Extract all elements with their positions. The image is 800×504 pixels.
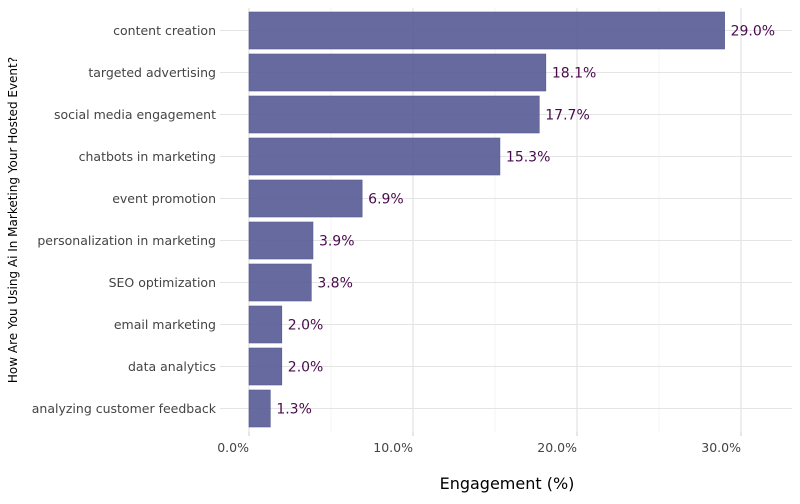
bar [248, 11, 725, 50]
bar [248, 179, 363, 218]
bar [248, 305, 283, 344]
bar [248, 95, 540, 134]
x-tick-label: 0.0% [217, 440, 249, 455]
data-label: 6.9% [368, 192, 404, 208]
x-tick-label: 20.0% [537, 440, 577, 455]
category-label: data analytics [128, 359, 216, 374]
bar [248, 137, 501, 176]
data-label: 2.0% [288, 360, 324, 376]
bar [248, 389, 271, 428]
category-label: targeted advertising [88, 65, 216, 80]
data-label: 15.3% [506, 150, 550, 166]
category-label: social media engagement [54, 107, 216, 122]
category-label: personalization in marketing [37, 233, 216, 248]
bar [248, 53, 547, 92]
data-label: 17.7% [545, 108, 589, 124]
bar [248, 263, 312, 302]
data-label: 3.8% [317, 276, 353, 292]
x-tick-label: 30.0% [701, 440, 741, 455]
data-label: 3.9% [319, 234, 355, 250]
category-label: SEO optimization [109, 275, 216, 290]
data-label: 2.0% [288, 318, 324, 334]
bar [248, 221, 314, 260]
y-axis-title: How Are You Using Ai In Marketing Your H… [6, 57, 20, 383]
x-axis-title: Engagement (%) [440, 474, 575, 493]
category-label: email marketing [114, 317, 216, 332]
bar [248, 347, 283, 386]
data-label: 29.0% [731, 24, 775, 40]
category-label: content creation [113, 23, 216, 38]
category-label: chatbots in marketing [79, 149, 216, 164]
category-label: analyzing customer feedback [32, 401, 217, 416]
data-label: 18.1% [552, 66, 596, 82]
x-tick-label: 10.0% [373, 440, 413, 455]
category-label: event promotion [112, 191, 216, 206]
data-label: 1.3% [276, 402, 312, 418]
